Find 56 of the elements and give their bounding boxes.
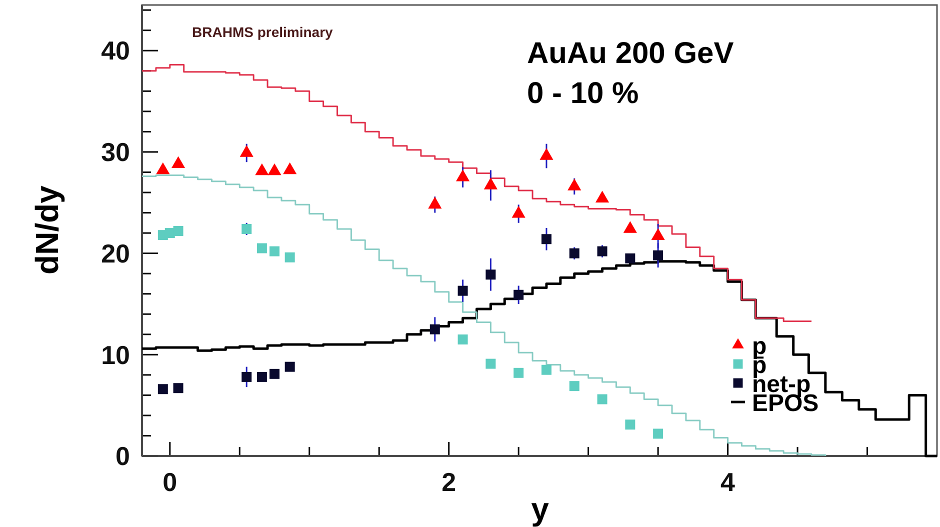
point — [569, 248, 580, 258]
point — [456, 169, 470, 182]
point — [240, 145, 254, 157]
point — [284, 362, 295, 372]
point — [540, 148, 554, 160]
point — [268, 163, 282, 176]
point — [653, 250, 664, 260]
point — [156, 162, 170, 174]
point — [428, 196, 442, 209]
point — [486, 270, 496, 280]
point — [486, 358, 496, 369]
y-tick-label: 40 — [101, 36, 130, 66]
point — [653, 428, 664, 439]
y-tick-label: 20 — [101, 238, 130, 268]
point — [242, 224, 252, 234]
point — [597, 394, 608, 404]
point — [458, 286, 468, 296]
x-axis-title: y — [531, 491, 550, 527]
point — [512, 206, 526, 218]
point — [595, 190, 610, 202]
point — [514, 368, 524, 378]
point — [158, 384, 168, 394]
annotation: AuAu 200 GeV — [527, 37, 734, 70]
point — [651, 228, 665, 240]
y-tick-label: 30 — [101, 137, 130, 168]
point — [242, 372, 252, 382]
y-tick-label: 0 — [116, 441, 130, 472]
point — [171, 156, 186, 168]
point — [255, 163, 269, 176]
point — [569, 381, 580, 392]
point — [568, 178, 582, 190]
point — [283, 162, 297, 174]
annotation: BRAHMS preliminary — [192, 24, 334, 40]
point — [173, 383, 184, 394]
y-tick-label: 10 — [101, 340, 130, 370]
point — [514, 290, 524, 300]
point — [458, 334, 468, 344]
point — [430, 324, 440, 334]
point — [541, 364, 552, 375]
point — [256, 372, 267, 382]
point — [541, 234, 552, 244]
point — [284, 252, 295, 262]
x-tick-label: 2 — [442, 467, 456, 497]
annotation: 0 - 10 % — [527, 77, 639, 110]
x-tick-label: 0 — [162, 467, 178, 497]
point — [270, 368, 280, 379]
point — [484, 178, 498, 190]
point — [256, 243, 267, 254]
point — [623, 221, 637, 233]
point — [625, 420, 636, 430]
y-axis-title: dN/dy — [29, 185, 65, 274]
point — [270, 246, 280, 256]
point — [597, 246, 608, 256]
point — [625, 253, 636, 264]
point — [173, 226, 184, 236]
x-tick-label: 4 — [720, 467, 736, 497]
